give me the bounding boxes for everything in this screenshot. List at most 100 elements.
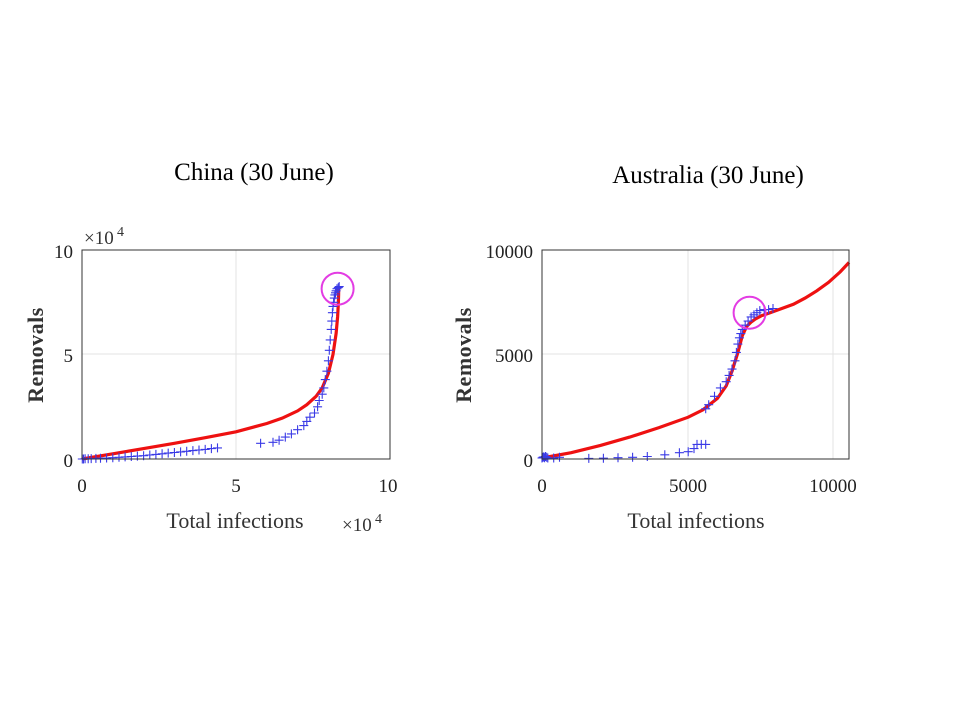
china-data-point <box>145 450 155 460</box>
china-data-point <box>313 402 323 412</box>
china-data-point <box>188 446 198 456</box>
australia-data-point <box>613 453 623 463</box>
china-data-point <box>332 284 342 294</box>
australia-fit-layer <box>541 261 851 460</box>
china-y-exponent: ×10 4 <box>84 225 124 249</box>
china-xtick-0: 0 <box>77 476 87 497</box>
china-data-point <box>169 448 179 457</box>
australia-xtick-0: 0 <box>537 476 547 497</box>
china-xlabel: Total infections <box>166 508 303 533</box>
china-x-exp-base: ×10 <box>342 515 372 536</box>
australia-ylabel: Removals <box>451 307 476 403</box>
china-x-exponent: ×10 4 <box>342 512 382 536</box>
australia-markers-layer <box>537 304 778 463</box>
china-data-point <box>176 447 186 457</box>
australia-highlight-circle <box>732 295 767 330</box>
china-x-ticks: 0 5 10 <box>77 476 397 497</box>
china-data-point <box>317 389 327 399</box>
australia-data-point <box>730 356 740 366</box>
australia-data-point <box>660 450 670 460</box>
china-data-point <box>305 412 315 422</box>
china-data-point <box>322 366 332 376</box>
china-data-point <box>324 345 334 355</box>
australia-data-point <box>674 448 684 458</box>
china-data-point <box>325 335 335 345</box>
china-xtick-1: 5 <box>231 476 241 497</box>
china-data-point <box>293 425 303 435</box>
china-ytick-2: 10 <box>54 242 73 263</box>
australia-axes-frame <box>541 249 850 460</box>
china-data-point <box>280 432 290 442</box>
australia-data-point <box>701 439 711 449</box>
china-data-point <box>327 308 337 318</box>
china-data-point <box>268 437 278 447</box>
china-data-point <box>327 316 337 326</box>
australia-data-point <box>598 453 608 463</box>
china-axes-frame <box>81 249 391 460</box>
china-data-point <box>330 290 340 300</box>
australia-data-point <box>683 447 693 457</box>
australia-data-point <box>721 377 731 387</box>
australia-title: Australia (30 June) <box>612 162 804 189</box>
australia-ytick-1: 5000 <box>495 346 533 367</box>
china-data-point <box>194 445 204 455</box>
australia-annotation-layer <box>732 295 767 330</box>
china-ylabel: Removals <box>23 307 48 403</box>
australia-data-point <box>549 453 559 463</box>
china-data-point <box>151 449 161 459</box>
china-data-point <box>314 396 324 405</box>
china-data-point <box>182 446 192 456</box>
china-data-point <box>323 356 333 366</box>
australia-gridlines <box>542 250 849 459</box>
china-data-point <box>333 283 343 293</box>
china-panel: China (30 June) 0 5 10 0 5 10 ×10 4 ×10 … <box>23 159 398 536</box>
australia-data-point <box>734 333 744 343</box>
china-ytick-0: 0 <box>64 451 74 472</box>
australia-data-point <box>704 400 714 410</box>
china-data-point <box>213 443 222 453</box>
china-data-point <box>274 435 284 445</box>
australia-data-point <box>555 452 564 462</box>
australia-xlabel: Total infections <box>627 508 764 533</box>
china-x-exp-power: 4 <box>375 512 382 527</box>
australia-data-point <box>584 453 594 463</box>
australia-data-point <box>715 383 725 393</box>
china-highlight-circle <box>320 271 355 306</box>
china-data-point <box>310 408 319 418</box>
china-annotation-layer <box>320 271 355 306</box>
australia-data-point <box>710 391 719 401</box>
australia-ytick-2: 10000 <box>486 242 534 263</box>
china-data-point <box>200 444 210 454</box>
australia-data-point <box>768 304 778 313</box>
australia-data-point <box>628 452 638 462</box>
china-data-point <box>326 324 336 334</box>
china-ytick-1: 5 <box>64 346 74 367</box>
australia-data-point <box>755 306 765 316</box>
china-y-exp-base: ×10 <box>84 228 114 249</box>
china-data-point <box>334 282 344 292</box>
china-markers-layer <box>77 282 344 464</box>
australia-ytick-0: 0 <box>524 451 534 472</box>
china-data-point <box>206 444 216 454</box>
australia-model-fit-line <box>541 261 851 460</box>
china-data-point <box>319 383 329 393</box>
australia-data-point <box>724 370 734 380</box>
china-y-ticks: 0 5 10 <box>54 242 73 472</box>
australia-x-ticks: 0 5000 10000 <box>537 476 857 497</box>
australia-y-ticks: 0 5000 10000 <box>486 242 534 472</box>
china-fit-layer <box>81 287 341 461</box>
china-data-point <box>286 429 296 439</box>
australia-xtick-1: 5000 <box>669 476 707 497</box>
china-y-exp-power: 4 <box>117 225 124 240</box>
australia-data-point <box>731 347 741 357</box>
australia-panel: Australia (30 June) 0 5000 10000 0 5000 … <box>451 162 857 533</box>
australia-data-point <box>727 364 737 374</box>
china-gridlines <box>82 250 390 459</box>
china-model-fit-line <box>81 287 341 461</box>
china-xtick-2: 10 <box>379 476 398 497</box>
china-data-point <box>320 375 330 385</box>
china-data-point <box>256 438 266 448</box>
australia-data-point <box>736 329 746 339</box>
australia-data-point <box>542 452 552 462</box>
